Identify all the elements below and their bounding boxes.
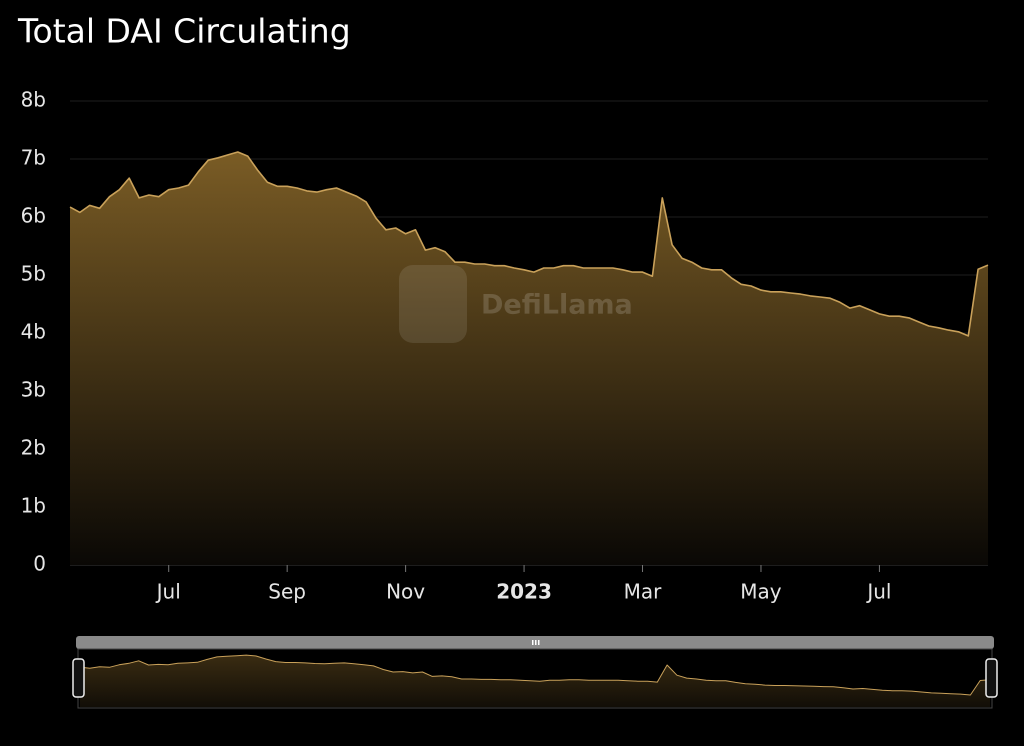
watermark-logo <box>399 265 467 343</box>
navigator-handle[interactable] <box>72 658 85 698</box>
y-tick-label: 7b <box>21 146 46 170</box>
plot-area: 0 1b 2b 3b 4b 5b 6b 7b 8b Jul Sep Nov 2023 Mar May Jul <box>21 88 989 604</box>
x-tick-label: Jul <box>865 580 891 604</box>
y-tick-label: 0 <box>33 552 46 576</box>
x-tick-label: Nov <box>386 580 425 604</box>
x-tick-label: May <box>740 580 782 604</box>
navigator-handle[interactable] <box>985 658 998 698</box>
line <box>79 654 991 696</box>
y-tick-label: 1b <box>21 494 46 518</box>
y-tick-label: 6b <box>21 204 46 228</box>
y-tick-label: 5b <box>21 262 46 286</box>
area <box>70 152 988 565</box>
line <box>69 151 989 337</box>
y-tick-label: 2b <box>21 436 46 460</box>
grip <box>535 640 537 645</box>
x-tick-label: 2023 <box>496 580 552 604</box>
x-tick-label: Jul <box>155 580 181 604</box>
watermark-group: DefiLlama <box>399 265 633 343</box>
x-tick-label: Mar <box>624 580 663 604</box>
chart-title: Total DAI Circulating <box>17 12 351 51</box>
grip <box>538 640 540 645</box>
y-tick-label: 4b <box>21 320 46 344</box>
grip <box>532 640 534 645</box>
y-tick-label: 8b <box>21 88 46 112</box>
y-tick-label: 3b <box>21 378 46 402</box>
x-tick-label: Sep <box>268 580 306 604</box>
watermark: DefiLlama <box>481 290 633 321</box>
navigator[interactable] <box>72 636 998 709</box>
